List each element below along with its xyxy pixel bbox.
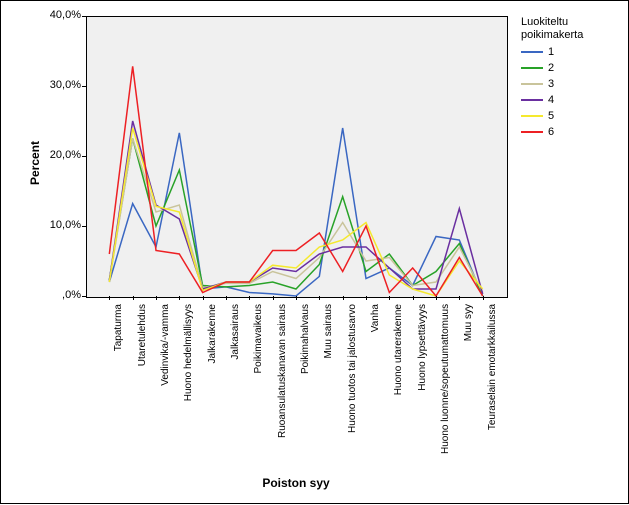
x-tick-mark [459,296,460,300]
legend-title: Luokiteltu poikimakerta [521,16,621,42]
x-tick-label: Tapaturma [113,304,124,454]
legend-line-swatch [521,99,543,101]
chart-container: Percent Poiston syy ,0% 10,0% 20,0% 30,0% 40… [0,0,629,504]
x-tick-mark [343,296,344,300]
legend-items: 1 2 3 4 5 6 [521,44,621,140]
legend-title-2: poikimakerta [521,29,583,41]
x-tick-mark [436,296,437,300]
y-tick-label: 40,0% [41,9,81,21]
legend-title-1: Luokiteltu [521,16,568,28]
x-tick-mark [249,296,250,300]
x-tick-mark [156,296,157,300]
series-line-3 [109,139,482,293]
legend-label: 6 [548,126,554,138]
x-axis-title: Poiston syy [86,476,506,490]
legend-item: 2 [521,60,621,76]
x-tick-label: Huono hedelmällisyys [183,304,194,454]
x-tick-mark [389,296,390,300]
y-tick-mark [82,296,86,297]
legend-item: 1 [521,44,621,60]
x-tick-label: Utaretulehdus [137,304,148,454]
x-tick-mark [483,296,484,300]
x-tick-label: Poikimavaikeus [253,304,264,454]
legend-label: 3 [548,78,554,90]
legend-item: 4 [521,92,621,108]
legend-label: 5 [548,110,554,122]
legend-label: 4 [548,94,554,106]
y-tick-label: 20,0% [41,149,81,161]
legend-item: 3 [521,76,621,92]
legend-label: 2 [548,62,554,74]
x-tick-mark [296,296,297,300]
x-tick-label: Huono luonne/sopeutumattomuus [440,304,451,454]
legend-line-swatch [521,115,543,117]
legend-line-swatch [521,67,543,69]
x-tick-mark [413,296,414,300]
x-tick-label: Ruoansulatuskanavan sairaus [277,304,288,454]
legend-line-swatch [521,51,543,53]
x-tick-mark [179,296,180,300]
legend-item: 6 [521,124,621,140]
x-tick-mark [203,296,204,300]
x-tick-mark [273,296,274,300]
x-tick-label: Vedinvika/-vamma [160,304,171,454]
x-tick-mark [133,296,134,300]
x-tick-mark [366,296,367,300]
x-tick-label: Muu sairaus [323,304,334,454]
series-line-6 [109,66,482,296]
x-tick-label: Muu syy [463,304,474,454]
legend-line-swatch [521,83,543,85]
y-tick-mark [82,226,86,227]
y-tick-label: ,0% [41,289,81,301]
x-tick-mark [319,296,320,300]
y-axis-title: Percent [28,141,42,185]
x-tick-label: Huono lypsettävyys [417,304,428,454]
x-tick-mark [226,296,227,300]
x-tick-label: Poikimahalvaus [300,304,311,454]
y-tick-label: 30,0% [41,79,81,91]
y-tick-mark [82,86,86,87]
series-line-2 [109,139,482,297]
legend-label: 1 [548,46,554,58]
y-tick-mark [82,16,86,17]
legend-item: 5 [521,108,621,124]
x-tick-mark [109,296,110,300]
legend: Luokiteltu poikimakerta 1 2 3 4 5 6 [521,16,621,140]
x-tick-label: Huono utarerakenne [393,304,404,454]
y-tick-label: 10,0% [41,219,81,231]
x-tick-label: Jalkarakenne [207,304,218,454]
y-tick-mark [82,156,86,157]
x-tick-label: Vanha [370,304,381,454]
x-tick-label: Huono tuotos tai jalostusarvo [347,304,358,454]
x-tick-label: Teuraselain emotarkkailussa [487,304,498,454]
legend-line-swatch [521,131,543,133]
x-tick-label: Jalkasairaus [230,304,241,454]
